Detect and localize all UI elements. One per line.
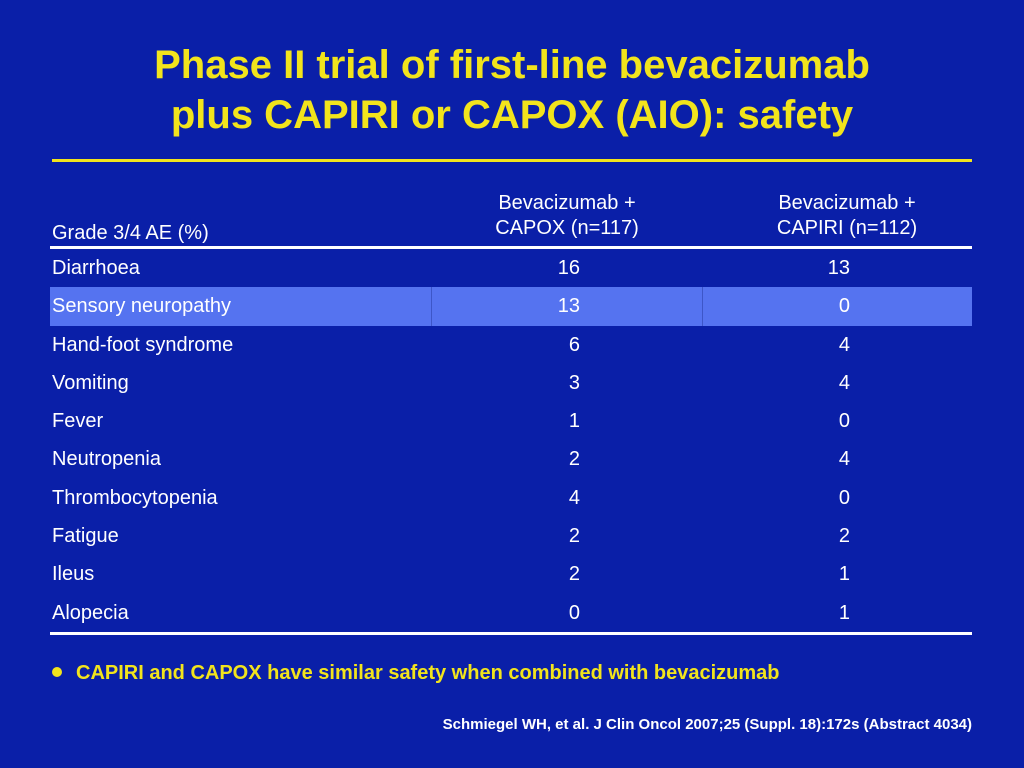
header-capox-line1: Bevacizumab +: [498, 192, 636, 214]
row-label: Sensory neuropathy: [52, 295, 232, 318]
key-point: CAPIRI and CAPOX have similar safety whe…: [52, 660, 780, 686]
title-line-1: Phase II trial of first-line bevacizumab: [154, 43, 870, 87]
row-capox-value: 3: [568, 371, 580, 394]
header-capiri-line2: CAPIRI (n=112): [776, 217, 918, 239]
table-row: Diarrhoea 16 13: [50, 249, 972, 287]
header-capiri: Bevacizumab + CAPIRI (n=112): [722, 191, 972, 241]
row-label: Ileus: [52, 563, 95, 586]
table-row: Thrombocytopenia 4 0: [50, 479, 972, 517]
cell-separator: [702, 287, 703, 326]
row-capiri-value: 4: [838, 371, 850, 394]
row-label: Neutropenia: [52, 448, 161, 471]
table-row: Fever 1 0: [50, 402, 972, 440]
row-capiri-value: 13: [827, 257, 850, 279]
row-capiri-value: 0: [838, 295, 850, 318]
row-capiri-value: 0: [838, 486, 850, 509]
row-label: Fatigue: [52, 525, 119, 548]
row-label: Alopecia: [52, 601, 129, 624]
table-row: Alopecia 0 1: [50, 594, 972, 632]
table-row-highlighted: Sensory neuropathy 13 0: [50, 287, 972, 326]
header-capox: Bevacizumab + CAPOX (n=117): [452, 191, 682, 241]
row-capox-value: 2: [568, 525, 580, 548]
header-capox-line2: CAPOX (n=117): [495, 217, 639, 239]
slide-title: Phase II trial of first-line bevacizumab…: [0, 40, 1024, 140]
row-capiri-value: 4: [838, 333, 850, 356]
row-capox-value: 16: [557, 257, 580, 279]
table-row: Ileus 2 1: [50, 555, 972, 593]
row-capox-value: 2: [568, 563, 580, 586]
row-capox-value: 1: [568, 410, 580, 433]
table-bottom-divider: [50, 631, 972, 635]
row-label: Hand-foot syndrome: [52, 333, 234, 356]
row-label: Vomiting: [52, 371, 129, 394]
header-ae-grade: Grade 3/4 AE (%): [52, 222, 209, 244]
row-capox-value: 13: [557, 295, 580, 318]
citation: Schmiegel WH, et al. J Clin Oncol 2007;2…: [442, 716, 972, 733]
title-divider: [52, 159, 972, 162]
row-capox-value: 2: [568, 448, 580, 471]
row-capiri-value: 4: [838, 448, 850, 471]
bullet-dot-icon: [52, 666, 62, 677]
table-header: Grade 3/4 AE (%) Bevacizumab + CAPOX (n=…: [50, 190, 972, 246]
row-capox-value: 6: [568, 333, 580, 356]
table-row: Neutropenia 2 4: [50, 440, 972, 478]
row-capox-value: 0: [568, 601, 580, 624]
row-label: Fever: [52, 410, 104, 433]
title-line-2: plus CAPIRI or CAPOX (AIO): safety: [170, 93, 854, 137]
row-capox-value: 4: [568, 486, 580, 509]
key-point-text: CAPIRI and CAPOX have similar safety whe…: [76, 662, 780, 684]
header-divider: [50, 246, 972, 249]
table-row: Fatigue 2 2: [50, 517, 972, 555]
header-capiri-line1: Bevacizumab +: [778, 192, 916, 214]
table-row: Vomiting 3 4: [50, 364, 972, 402]
row-capiri-value: 0: [838, 410, 850, 433]
row-capiri-value: 1: [838, 601, 850, 624]
safety-table: Grade 3/4 AE (%) Bevacizumab + CAPOX (n=…: [50, 190, 972, 635]
row-capiri-value: 1: [838, 563, 850, 586]
table-row: Hand-foot syndrome 6 4: [50, 326, 972, 364]
row-label: Thrombocytopenia: [52, 486, 218, 509]
row-label: Diarrhoea: [52, 257, 140, 279]
row-capiri-value: 2: [838, 525, 850, 548]
cell-separator: [431, 287, 432, 326]
